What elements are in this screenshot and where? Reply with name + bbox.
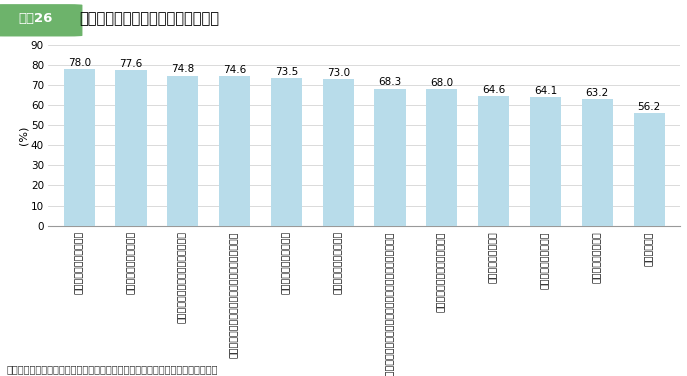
Text: 56.2: 56.2: [638, 102, 661, 112]
Text: 63.2: 63.2: [585, 88, 609, 98]
Text: 図表26: 図表26: [19, 12, 53, 25]
Bar: [374, 89, 405, 226]
FancyBboxPatch shape: [0, 4, 82, 36]
Bar: [478, 96, 509, 226]
Bar: [426, 89, 458, 226]
Text: 73.0: 73.0: [326, 68, 350, 78]
Text: 64.6: 64.6: [482, 85, 505, 95]
Text: 74.8: 74.8: [171, 64, 194, 74]
Text: 64.1: 64.1: [534, 86, 557, 96]
Y-axis label: (%): (%): [18, 126, 28, 145]
Bar: [115, 70, 146, 226]
Bar: [633, 113, 664, 226]
Bar: [271, 78, 302, 226]
Bar: [530, 97, 561, 226]
Text: 68.3: 68.3: [379, 77, 402, 88]
Text: 73.5: 73.5: [275, 67, 298, 77]
Text: 78.0: 78.0: [67, 58, 91, 68]
Bar: [167, 76, 199, 226]
Bar: [323, 79, 354, 226]
Bar: [582, 99, 613, 226]
Text: 68.0: 68.0: [430, 78, 453, 88]
Text: 働くことに関する現在・将来の不安: 働くことに関する現在・将来の不安: [79, 11, 219, 26]
Text: 74.6: 74.6: [223, 65, 246, 75]
Bar: [64, 69, 95, 226]
Text: （注）各項目において「不安」「どちらかといえば不安」と回答した者の合計。: （注）各項目において「不安」「どちらかといえば不安」と回答した者の合計。: [7, 364, 218, 374]
Bar: [219, 76, 250, 226]
Text: 77.6: 77.6: [120, 59, 143, 69]
